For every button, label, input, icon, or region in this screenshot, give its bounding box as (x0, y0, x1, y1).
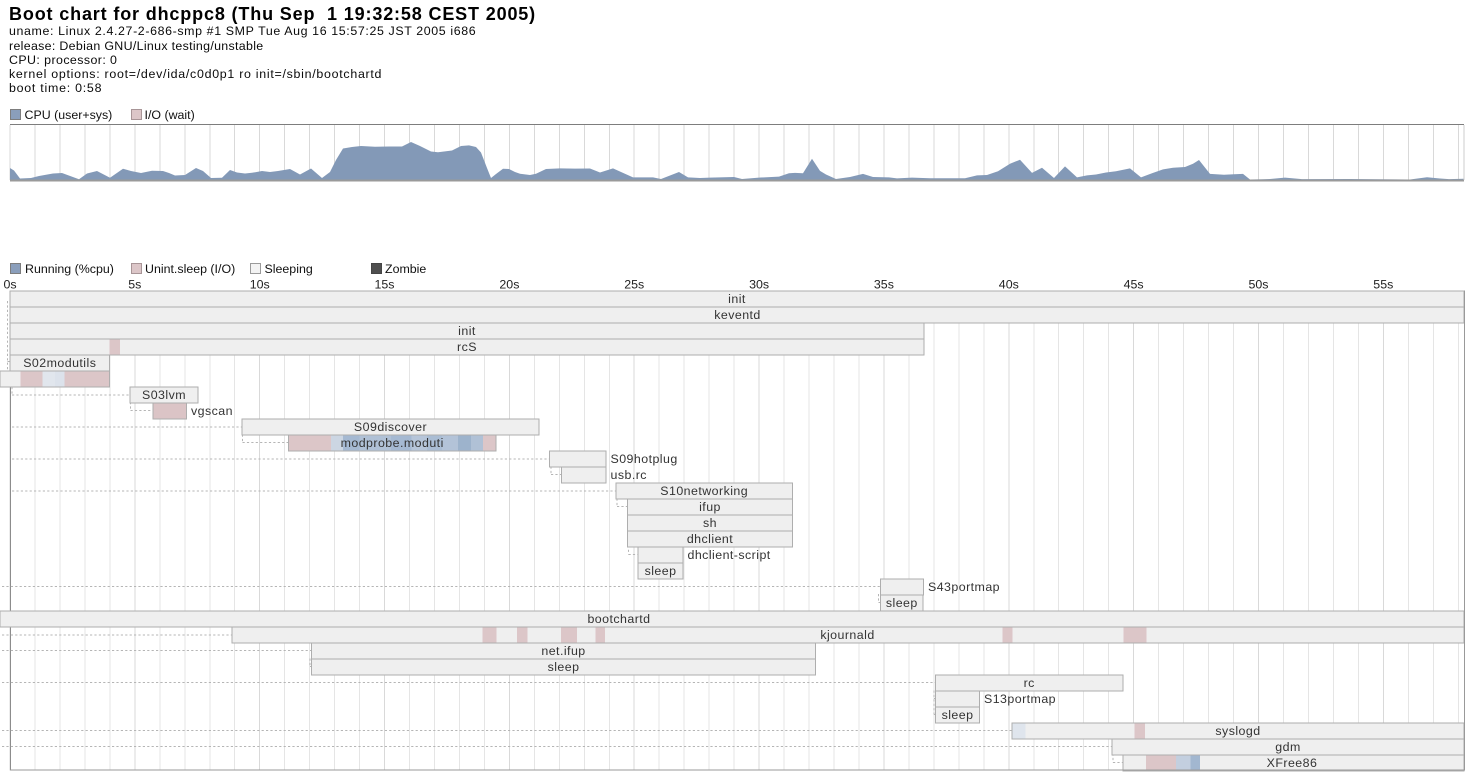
svg-text:usb.rc: usb.rc (611, 468, 647, 482)
svg-text:modprobe.moduti: modprobe.moduti (341, 436, 444, 450)
svg-text:50s: 50s (1249, 278, 1269, 292)
svg-text:kjournald: kjournald (820, 628, 874, 642)
svg-text:sleep: sleep (645, 564, 677, 578)
svg-text:S02modutils: S02modutils (23, 356, 96, 370)
svg-text:sleep: sleep (548, 660, 580, 674)
svg-text:init: init (728, 292, 746, 306)
svg-text:0s: 0s (3, 278, 16, 292)
svg-text:5s: 5s (128, 278, 141, 292)
svg-text:40s: 40s (999, 278, 1019, 292)
svg-text:S43portmap: S43portmap (928, 580, 1000, 594)
svg-text:vgscan: vgscan (191, 404, 233, 418)
svg-text:dhclient: dhclient (687, 532, 733, 546)
svg-text:35s: 35s (874, 278, 894, 292)
svg-text:S13portmap: S13portmap (984, 692, 1056, 706)
svg-text:sleep: sleep (942, 708, 974, 722)
svg-text:55s: 55s (1373, 278, 1393, 292)
svg-text:S09hotplug: S09hotplug (611, 452, 678, 466)
svg-text:init: init (458, 324, 476, 338)
svg-text:30s: 30s (749, 278, 769, 292)
svg-text:dhclient-script: dhclient-script (688, 548, 771, 562)
svg-text:15s: 15s (375, 278, 395, 292)
svg-text:XFree86: XFree86 (1267, 756, 1318, 770)
svg-text:net.ifup: net.ifup (541, 644, 585, 658)
svg-text:sh: sh (703, 516, 717, 530)
svg-text:25s: 25s (624, 278, 644, 292)
svg-text:20s: 20s (499, 278, 519, 292)
svg-text:rcS: rcS (457, 340, 477, 354)
svg-text:ifup: ifup (699, 500, 721, 514)
svg-text:S03lvm: S03lvm (142, 388, 186, 402)
svg-text:10s: 10s (250, 278, 270, 292)
svg-text:rc: rc (1024, 676, 1035, 690)
svg-text:keventd: keventd (714, 308, 761, 322)
svg-text:sleep: sleep (886, 596, 918, 610)
svg-text:S09discover: S09discover (354, 420, 427, 434)
svg-text:bootchartd: bootchartd (587, 612, 650, 626)
svg-text:45s: 45s (1124, 278, 1144, 292)
svg-text:gdm: gdm (1275, 740, 1300, 754)
svg-text:syslogd: syslogd (1215, 724, 1260, 738)
svg-text:S10networking: S10networking (660, 484, 748, 498)
